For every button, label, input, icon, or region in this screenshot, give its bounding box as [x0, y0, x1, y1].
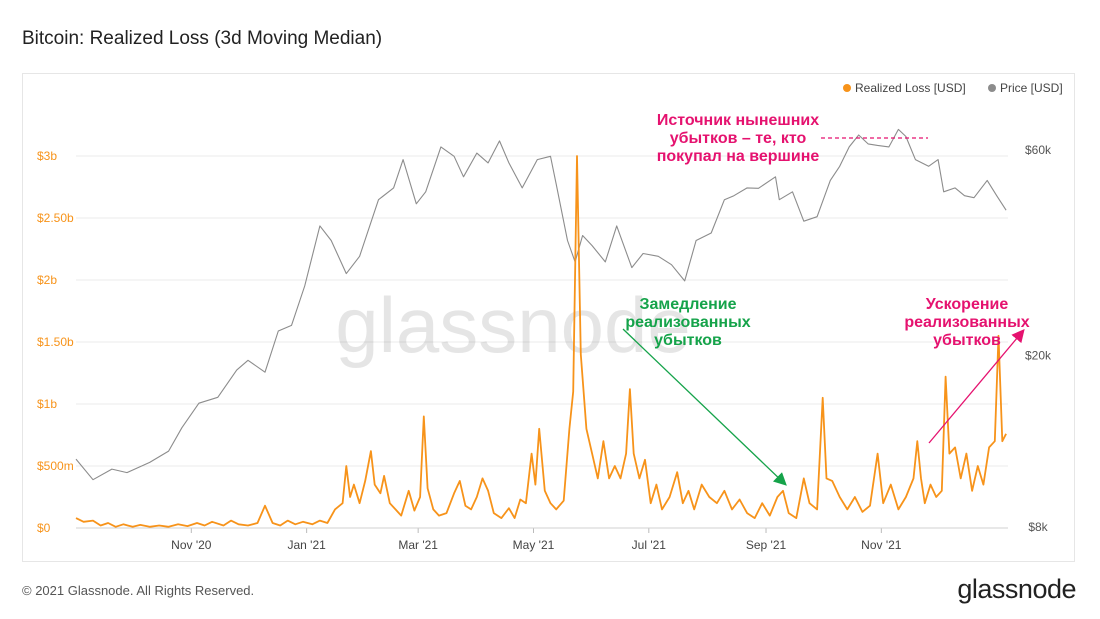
annotation-right-line: Ускорение [926, 296, 1009, 313]
series-line-price [75, 128, 1007, 481]
x-tick-label: May '21 [513, 538, 555, 552]
x-tick-label: Jan '21 [287, 538, 326, 552]
legend-marker-price [988, 84, 996, 92]
annotation-right-arrow [928, 329, 1025, 444]
y-right-tick-label: $20k [1025, 349, 1052, 363]
y-left-tick-label: $2b [37, 273, 57, 287]
x-tick-label: Nov '21 [861, 538, 902, 552]
annotation-middle-line: убытков [654, 332, 722, 349]
x-tick-label: Sep '21 [746, 538, 787, 552]
annotation-middle-line: Замедление [639, 296, 736, 313]
y-left-tick-label: $3b [37, 149, 57, 163]
y-right-tick-label: $8k [1028, 520, 1048, 534]
y-left-tick-label: $2.50b [37, 211, 74, 225]
legend-label-realized-loss: Realized Loss [USD] [855, 81, 966, 95]
y-left-tick-label: $0 [37, 521, 51, 535]
annotation-right-line: реализованных [904, 314, 1029, 331]
annotation-right-line: убытков [933, 332, 1001, 349]
x-tick-label: Nov '20 [171, 538, 212, 552]
watermark: glassnode [335, 281, 691, 369]
series-line-realized-loss [75, 155, 1007, 528]
chart-panel: $0 $500m $1b $1.50b $2b $2.50b $3b Nov '20 Jan '… [22, 73, 1075, 562]
y-right-tick-label: $60k [1025, 143, 1052, 157]
x-tick-label: Jul '21 [632, 538, 667, 552]
legend-marker-realized-loss [843, 84, 851, 92]
y-left-tick-label: $1b [37, 397, 57, 411]
page-title: Bitcoin: Realized Loss (3d Moving Median… [22, 28, 383, 49]
annotation-top-line: Источник нынешних [657, 112, 819, 129]
y-left-tick-label: $1.50b [37, 335, 74, 349]
legend-label-price: Price [USD] [1000, 81, 1063, 95]
chart-svg: $0 $500m $1b $1.50b $2b $2.50b $3b Nov '20 Jan '… [37, 81, 1063, 552]
annotation-top-line: убытков – те, кто [670, 130, 807, 147]
y-left-tick-label: $500m [37, 459, 74, 473]
annotation-middle-line: реализованных [625, 314, 750, 331]
annotation-middle-arrow [622, 328, 787, 486]
x-tick-label: Mar '21 [398, 538, 438, 552]
annotation-top-line: покупал на вершине [657, 148, 820, 165]
copyright-text: © 2021 Glassnode. All Rights Reserved. [22, 583, 255, 598]
glassnode-logo: glassnode [957, 574, 1076, 604]
